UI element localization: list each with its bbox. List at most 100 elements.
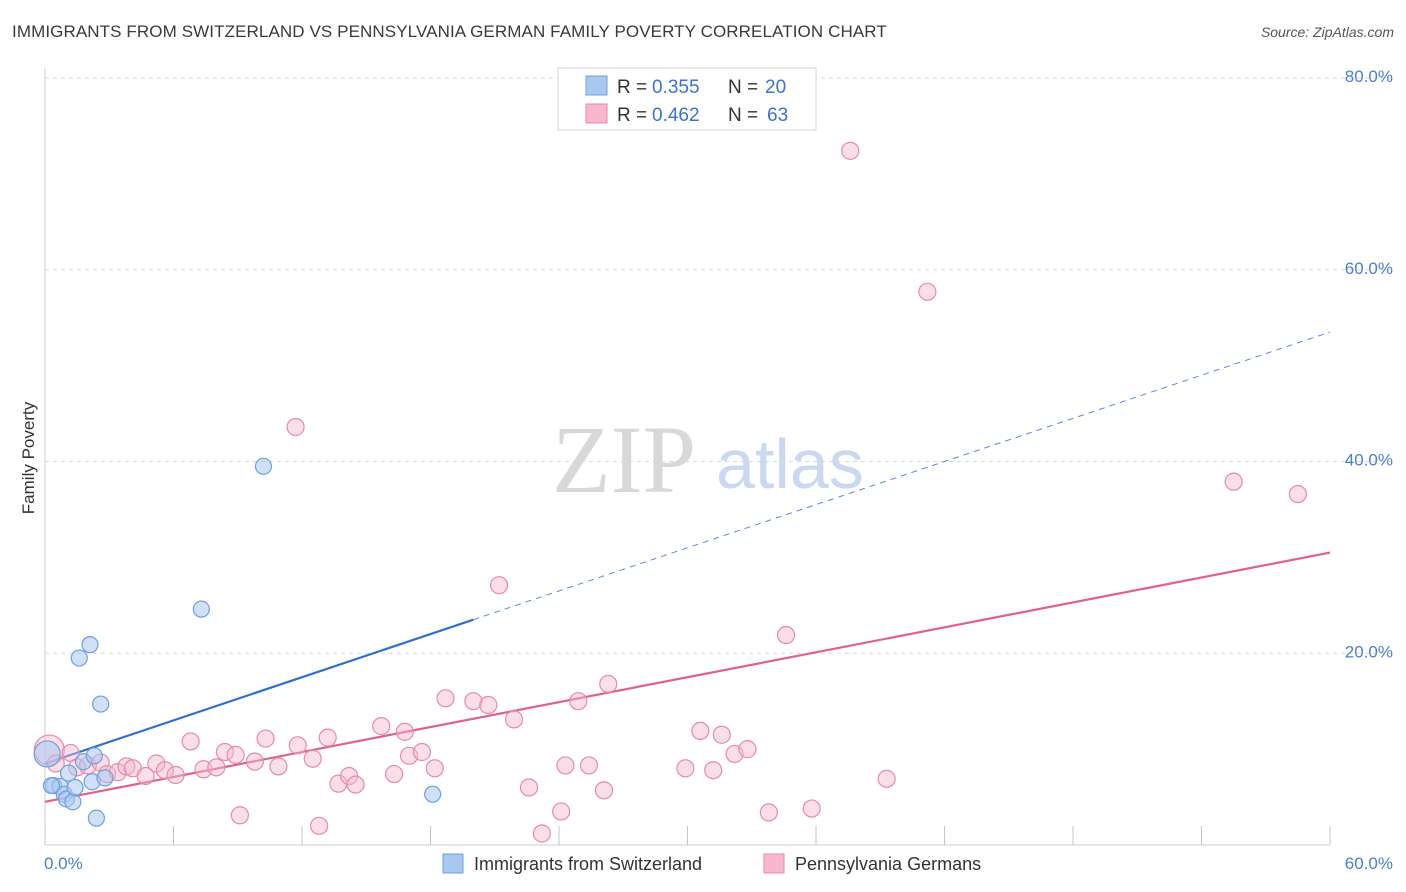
watermark-zip: ZIP [552, 406, 696, 513]
swiss-trend-line-extension [473, 331, 1331, 621]
legend-r-value-1: 0.355 [652, 77, 700, 98]
penn-german-point [425, 759, 444, 778]
x-tick-label: 0.0% [44, 854, 83, 873]
legend-n-value-1: 20 [765, 77, 786, 98]
chart-source: Source: ZipAtlas.com [1260, 24, 1394, 40]
swiss-point [192, 600, 210, 618]
penn-german-point [599, 674, 618, 694]
swiss-point [59, 764, 78, 782]
watermark-atlas: atlas [716, 425, 864, 503]
legend-swatch-penn [585, 103, 608, 124]
axes [44, 68, 1331, 846]
swiss-point [70, 649, 88, 667]
penn-german-point [166, 765, 185, 785]
swiss-point [424, 785, 442, 803]
legend-swatch-swiss [585, 75, 608, 96]
penn-german-point [286, 417, 305, 437]
swiss-point [33, 740, 61, 768]
y-tick-label: 20.0% [1345, 642, 1393, 661]
penn-german-point [594, 781, 614, 800]
correlation-legend: R = 0.355 N = 20 R = 0.462 N = 63 [557, 67, 817, 131]
swiss-point [87, 809, 106, 827]
swiss-point [254, 457, 273, 475]
trend-lines [44, 331, 1331, 803]
penn-german-point [303, 749, 322, 768]
penn-german-point [704, 761, 723, 780]
legend-n-value-2: 63 [767, 105, 788, 126]
penn-german-point [841, 141, 860, 160]
penn-german-point [346, 775, 365, 794]
penn-german-point [1288, 484, 1307, 504]
gridlines [45, 77, 1392, 654]
legend-r-value-2: 0.462 [652, 105, 700, 126]
swiss-point [96, 769, 114, 787]
chart-title: IMMIGRANTS FROM SWITZERLAND VS PENNSYLVA… [12, 22, 887, 41]
penn-german-point [245, 752, 264, 771]
penn-german-point [136, 766, 155, 786]
y-tick-label: 80.0% [1345, 67, 1393, 86]
penn-german-point [802, 799, 821, 818]
penn-german-point [310, 816, 329, 835]
tick-labels: 20.0% 40.0% 60.0% 80.0% 0.0% 60.0% [44, 67, 1393, 873]
penn-german-point [372, 717, 391, 736]
penn-german-point [464, 692, 483, 711]
swiss-point [42, 776, 61, 795]
legend-r-label-1: R = [617, 77, 647, 98]
penn-german-point [552, 802, 571, 821]
penn-german-point [504, 710, 524, 729]
penn-german-point [181, 732, 200, 751]
swiss-point [92, 695, 110, 713]
penn-german-point [117, 757, 136, 776]
x-tick-label: 60.0% [1345, 854, 1393, 873]
penn-german-point [1224, 472, 1243, 491]
swiss-point [81, 636, 99, 654]
legend-n-label-1: N = [728, 77, 758, 98]
y-axis-title: Family Poverty [19, 401, 38, 514]
penn-german-point [384, 764, 404, 784]
penn-german-point [436, 689, 455, 708]
data-points [33, 141, 1307, 843]
penn-trend-line [44, 551, 1331, 803]
bottom-legend-label-penn: Pennsylvania Germans [795, 854, 981, 874]
penn-german-point [269, 757, 288, 776]
penn-german-point [155, 761, 175, 780]
penn-german-point [288, 736, 307, 755]
bottom-legend-swatch-swiss [442, 853, 464, 874]
swiss-trend-line [44, 618, 474, 765]
penn-german-point [215, 742, 234, 762]
y-tick-label: 40.0% [1345, 451, 1393, 470]
penn-german-point [226, 745, 245, 764]
series-legend: Immigrants from Switzerland Pennsylvania… [442, 853, 981, 874]
legend-r-label-2: R = [617, 105, 647, 126]
penn-german-point [395, 722, 414, 741]
penn-german-point [691, 721, 710, 741]
penn-german-point [318, 728, 337, 747]
penn-german-point [489, 576, 509, 595]
penn-german-point [256, 729, 275, 748]
swiss-point [85, 747, 103, 765]
penn-german-point [676, 759, 695, 778]
y-tick-label: 60.0% [1345, 259, 1393, 278]
penn-german-point [479, 695, 498, 715]
penn-german-point [519, 778, 539, 797]
penn-german-point [412, 742, 432, 762]
watermark: ZIP atlas [552, 406, 864, 513]
penn-german-point [569, 692, 588, 711]
swiss-point [64, 793, 82, 811]
penn-german-point [532, 824, 551, 843]
penn-german-point [759, 803, 778, 822]
bottom-legend-label-swiss: Immigrants from Switzerland [474, 854, 702, 874]
penn-german-point [738, 740, 757, 759]
penn-german-point [918, 282, 937, 301]
penn-german-point [556, 756, 575, 775]
bottom-legend-swatch-penn [763, 853, 785, 874]
penn-german-point [776, 625, 796, 645]
penn-german-point [579, 756, 599, 775]
penn-german-point [230, 806, 249, 825]
penn-german-point [712, 725, 731, 744]
penn-german-point [207, 758, 226, 777]
swiss-point [66, 778, 84, 797]
legend-n-label-2: N = [728, 105, 758, 126]
penn-german-point [877, 769, 896, 788]
